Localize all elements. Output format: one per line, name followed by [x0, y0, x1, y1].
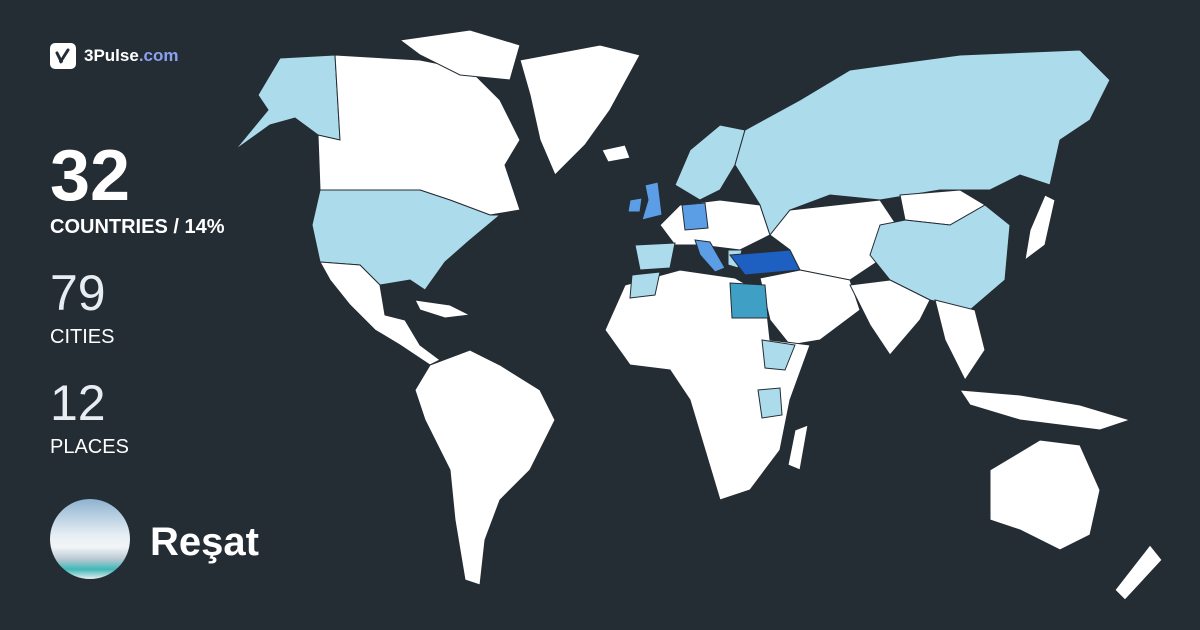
countries-stat: 32 COUNTRIES / 14% — [50, 140, 224, 239]
cities-count: 79 — [50, 265, 106, 321]
country-china[interactable] — [869, 204, 1011, 311]
brand-logo[interactable]: 3Pulse.com — [50, 43, 179, 69]
country-spain[interactable] — [634, 242, 676, 271]
country-australia[interactable] — [989, 439, 1101, 551]
country-greenland[interactable] — [519, 44, 641, 176]
cities-stat: 79 CITIES — [50, 268, 114, 349]
arctic-islands — [398, 29, 521, 81]
europe-central[interactable] — [659, 199, 771, 251]
places-stat: 12 PLACES — [50, 378, 129, 459]
country-japan[interactable] — [1024, 194, 1056, 262]
cities-label: CITIES — [50, 326, 115, 348]
places-label: PLACES — [50, 436, 129, 458]
country-madagascar[interactable] — [787, 424, 809, 471]
country-mexico[interactable] — [319, 261, 441, 366]
country-turkey[interactable] — [729, 249, 801, 276]
country-iceland[interactable] — [601, 144, 631, 163]
countries-label: COUNTRIES / 14% — [50, 216, 225, 238]
country-uk[interactable] — [641, 181, 663, 221]
southeast-asia[interactable] — [934, 299, 986, 381]
avatar[interactable] — [50, 499, 130, 579]
country-egypt[interactable] — [729, 282, 769, 319]
places-count: 12 — [50, 375, 106, 431]
indonesia — [959, 389, 1132, 431]
caribbean — [414, 299, 472, 319]
country-india[interactable] — [849, 279, 931, 356]
check-pulse-icon — [50, 43, 76, 69]
country-morocco[interactable] — [629, 271, 661, 299]
country-ireland[interactable] — [627, 197, 643, 213]
middle-east[interactable] — [759, 269, 861, 346]
country-scandinavia[interactable] — [674, 124, 746, 201]
country-new-zealand[interactable] — [1114, 544, 1163, 601]
brand-domain: .com — [138, 46, 179, 65]
country-germany[interactable] — [681, 202, 709, 231]
country-alaska[interactable] — [234, 54, 341, 151]
country-ethiopia[interactable] — [761, 339, 796, 371]
south-america[interactable] — [414, 349, 556, 586]
countries-count: 32 — [50, 136, 131, 216]
brand-name: 3Pulse — [84, 46, 139, 65]
country-italy[interactable] — [694, 239, 726, 273]
user-name[interactable]: Reşat — [150, 520, 259, 564]
country-kenya[interactable] — [757, 387, 783, 419]
